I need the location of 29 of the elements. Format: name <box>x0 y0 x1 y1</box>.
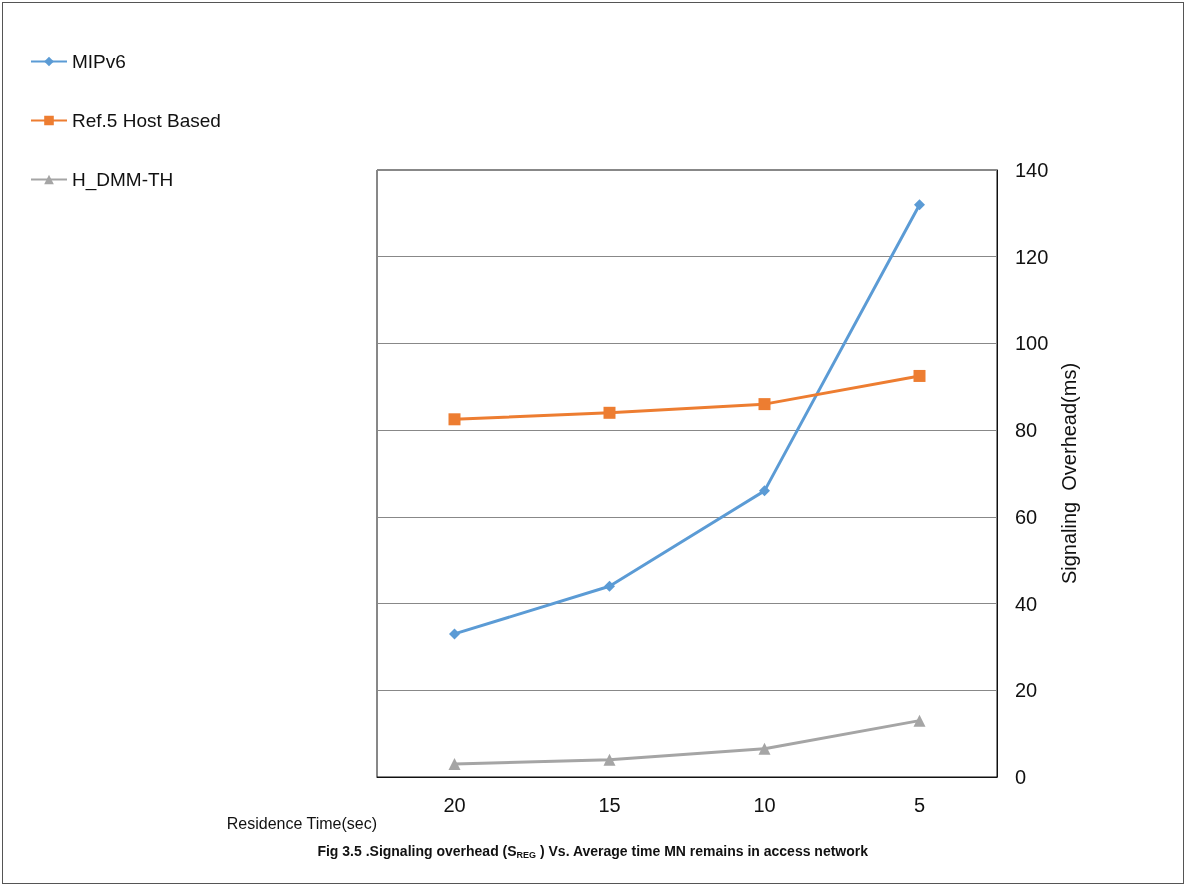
point <box>758 398 771 411</box>
y-tick-label: 80 <box>1015 419 1038 442</box>
point <box>603 753 616 766</box>
point <box>603 406 616 419</box>
y-axis-title: Signaling Overhead(ms) <box>1058 362 1081 585</box>
legend-label: H_DMM-TH <box>72 169 174 191</box>
point <box>914 199 925 211</box>
point <box>448 757 461 770</box>
x-tick-label: 5 <box>913 794 926 816</box>
x-tick-label: 15 <box>598 794 621 816</box>
point <box>913 714 926 727</box>
x-tick-label: 10 <box>753 794 776 816</box>
point <box>449 628 460 640</box>
legend-label: MIPv6 <box>72 51 126 72</box>
y-tick-label: 20 <box>1015 679 1038 702</box>
y-tick-label: 40 <box>1015 592 1038 615</box>
point <box>758 742 771 755</box>
x-tick-label: 20 <box>443 794 466 816</box>
point <box>448 413 461 426</box>
point <box>604 580 615 592</box>
y-tick-label: 100 <box>1015 332 1049 355</box>
y-tick-label: 120 <box>1015 245 1049 268</box>
legend-label: Ref.5 Host Based <box>72 110 221 131</box>
point <box>913 369 926 382</box>
x-axis-title: Residence Time(sec) <box>226 814 377 832</box>
y-tick-label: 0 <box>1015 766 1027 788</box>
y-tick-label: 60 <box>1015 505 1038 528</box>
point <box>759 485 770 497</box>
y-tick-label: 140 <box>1015 159 1049 181</box>
